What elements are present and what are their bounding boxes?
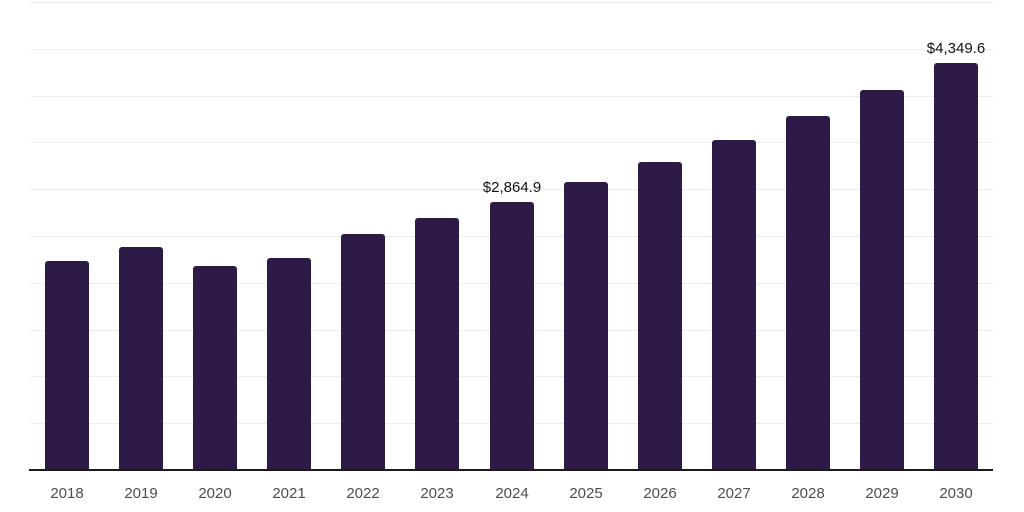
x-tick-label-2028: 2028 (791, 485, 825, 502)
x-tick-label-2020: 2020 (198, 485, 232, 502)
bar-2028 (786, 116, 830, 469)
x-axis-line (29, 469, 993, 471)
bar-2021 (267, 258, 311, 469)
bar-2027 (712, 140, 756, 469)
gridline (30, 189, 993, 190)
x-tick-label-2022: 2022 (346, 485, 380, 502)
x-tick-label-2018: 2018 (50, 485, 84, 502)
x-tick-label-2023: 2023 (420, 485, 454, 502)
bar-2019 (119, 247, 163, 469)
bar-2026 (638, 162, 682, 469)
bar-2018 (45, 261, 89, 469)
gridline (30, 142, 993, 143)
gridline (30, 96, 993, 97)
x-tick-label-2025: 2025 (569, 485, 603, 502)
bar-2023 (415, 218, 459, 469)
gridline (30, 49, 993, 50)
x-tick-label-2019: 2019 (124, 485, 158, 502)
bar-2029 (860, 90, 904, 469)
bar-2024 (490, 202, 534, 469)
bar-2030 (934, 63, 978, 469)
x-tick-label-2024: 2024 (495, 485, 529, 502)
bar-2022 (341, 234, 385, 469)
bar-value-label-2024: $2,864.9 (482, 179, 542, 196)
gridline (30, 2, 993, 3)
x-tick-label-2021: 2021 (272, 485, 306, 502)
bar-2020 (193, 266, 237, 469)
bar-2025 (564, 182, 608, 469)
x-tick-label-2026: 2026 (643, 485, 677, 502)
x-tick-label-2029: 2029 (865, 485, 899, 502)
bar-value-label-2030: $4,349.6 (926, 40, 986, 57)
x-tick-label-2030: 2030 (939, 485, 973, 502)
x-tick-label-2027: 2027 (717, 485, 751, 502)
